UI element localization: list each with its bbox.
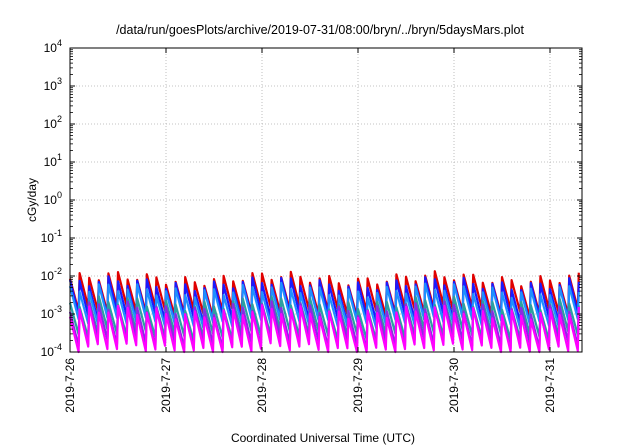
y-tick-label: 10-3 [41, 304, 62, 321]
y-tick-label: 10-1 [41, 228, 62, 245]
y-tick-label: 10-2 [41, 266, 62, 283]
y-axis-label: cGy/day [25, 178, 39, 222]
y-tick-label: 102 [44, 114, 62, 131]
x-tick-label: 2019-7-27 [159, 358, 173, 413]
y-tick-label: 101 [44, 152, 62, 169]
y-tick-label: 100 [44, 190, 62, 207]
y-tick-label: 104 [44, 38, 62, 55]
x-axis: 2019-7-26 2019-7-27 2019-7-28 2019-7-29 2019… [63, 48, 557, 413]
y-axis: 10-4 10-3 10-2 10-1 100 101 102 103 104 [41, 38, 582, 359]
series-lines [68, 270, 580, 354]
x-tick-label: 2019-7-29 [351, 358, 365, 413]
y-tick-label: 10-4 [41, 342, 62, 359]
x-tick-label: 2019-7-31 [543, 358, 557, 413]
x-tick-label: 2019-7-26 [63, 358, 77, 413]
grid [70, 48, 582, 352]
chart-title: /data/run/goesPlots/archive/2019-07-31/0… [116, 23, 524, 37]
x-axis-label: Coordinated Universal Time (UTC) [231, 431, 415, 445]
x-tick-label: 2019-7-28 [255, 358, 269, 413]
x-tick-label: 2019-7-30 [447, 358, 461, 413]
y-tick-label: 103 [44, 76, 62, 93]
